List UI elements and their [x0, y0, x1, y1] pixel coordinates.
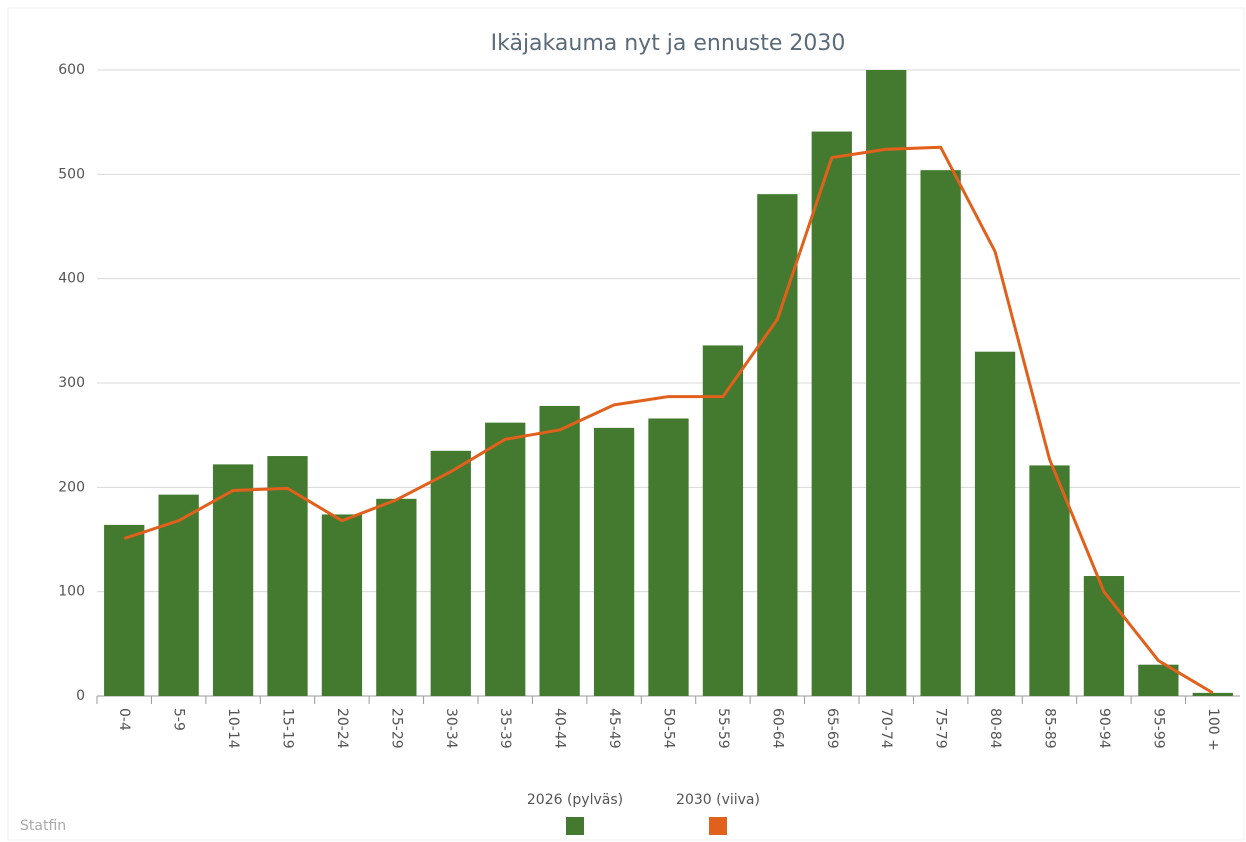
- bar: [1192, 692, 1233, 696]
- line: [123, 145, 1214, 695]
- x-tick-label: 25-29: [388, 708, 404, 749]
- x-tick-label: 95-99: [1150, 708, 1166, 749]
- bar: [811, 131, 852, 697]
- bar: [593, 427, 635, 696]
- chart-title: Ikäjakauma nyt ja ennuste 2030: [491, 31, 846, 56]
- x-tick-label: 100 +: [1205, 708, 1221, 751]
- x-tick-label: 5-9: [171, 708, 187, 731]
- x-tick-label: 55-59: [715, 708, 731, 749]
- bar: [757, 194, 798, 696]
- bar: [158, 494, 199, 696]
- x-tick-label: 75-79: [933, 708, 949, 749]
- bar: [376, 498, 417, 696]
- x-tick-label: 10-14: [225, 708, 241, 749]
- x-tick-label: 60-64: [769, 708, 785, 749]
- bar: [1083, 576, 1125, 696]
- y-tick-label: 300: [58, 375, 85, 391]
- x-tick-label: 30-34: [443, 708, 459, 749]
- x-tick-label: 90-94: [1096, 708, 1112, 749]
- legend-swatch: [709, 817, 727, 835]
- x-tick-label: 70-74: [878, 708, 894, 749]
- x-tick-label: 50-54: [661, 708, 677, 749]
- bar: [212, 464, 254, 696]
- x-tick-label: 40-44: [552, 708, 568, 749]
- credit: Statfin: [20, 818, 66, 834]
- x-tick-label: 15-19: [280, 708, 296, 749]
- x-tick-label: 65-69: [824, 708, 840, 749]
- y-tick-label: 500: [58, 166, 85, 182]
- bar: [974, 351, 1016, 696]
- bar: [321, 514, 363, 696]
- bar: [648, 418, 689, 696]
- bar: [539, 405, 580, 696]
- y-tick-label: 200: [58, 479, 85, 495]
- x-tick-label: 35-39: [497, 708, 513, 749]
- y-tick-label: 100: [58, 584, 85, 600]
- x-tick-label: 85-89: [1042, 708, 1058, 749]
- legend-label: 2030 (viiva): [676, 792, 760, 808]
- bar: [866, 70, 907, 696]
- legend-swatch: [566, 817, 584, 835]
- bar: [920, 170, 961, 696]
- bar: [267, 456, 308, 696]
- x-tick-label: 0-4: [116, 708, 132, 731]
- bar: [430, 450, 471, 696]
- chart-frame: [7, 7, 1245, 841]
- x-tick-label: 20-24: [334, 708, 350, 749]
- y-tick-label: 400: [58, 271, 85, 287]
- bar: [104, 524, 145, 696]
- bar: [702, 345, 744, 696]
- x-tick-label: 45-49: [606, 708, 622, 749]
- bar: [1029, 465, 1070, 696]
- bar: [485, 422, 526, 696]
- y-tick-label: 0: [76, 688, 85, 704]
- legend-label: 2026 (pylväs): [527, 792, 623, 808]
- x-tick-label: 80-84: [987, 708, 1003, 749]
- y-tick-label: 600: [58, 62, 85, 78]
